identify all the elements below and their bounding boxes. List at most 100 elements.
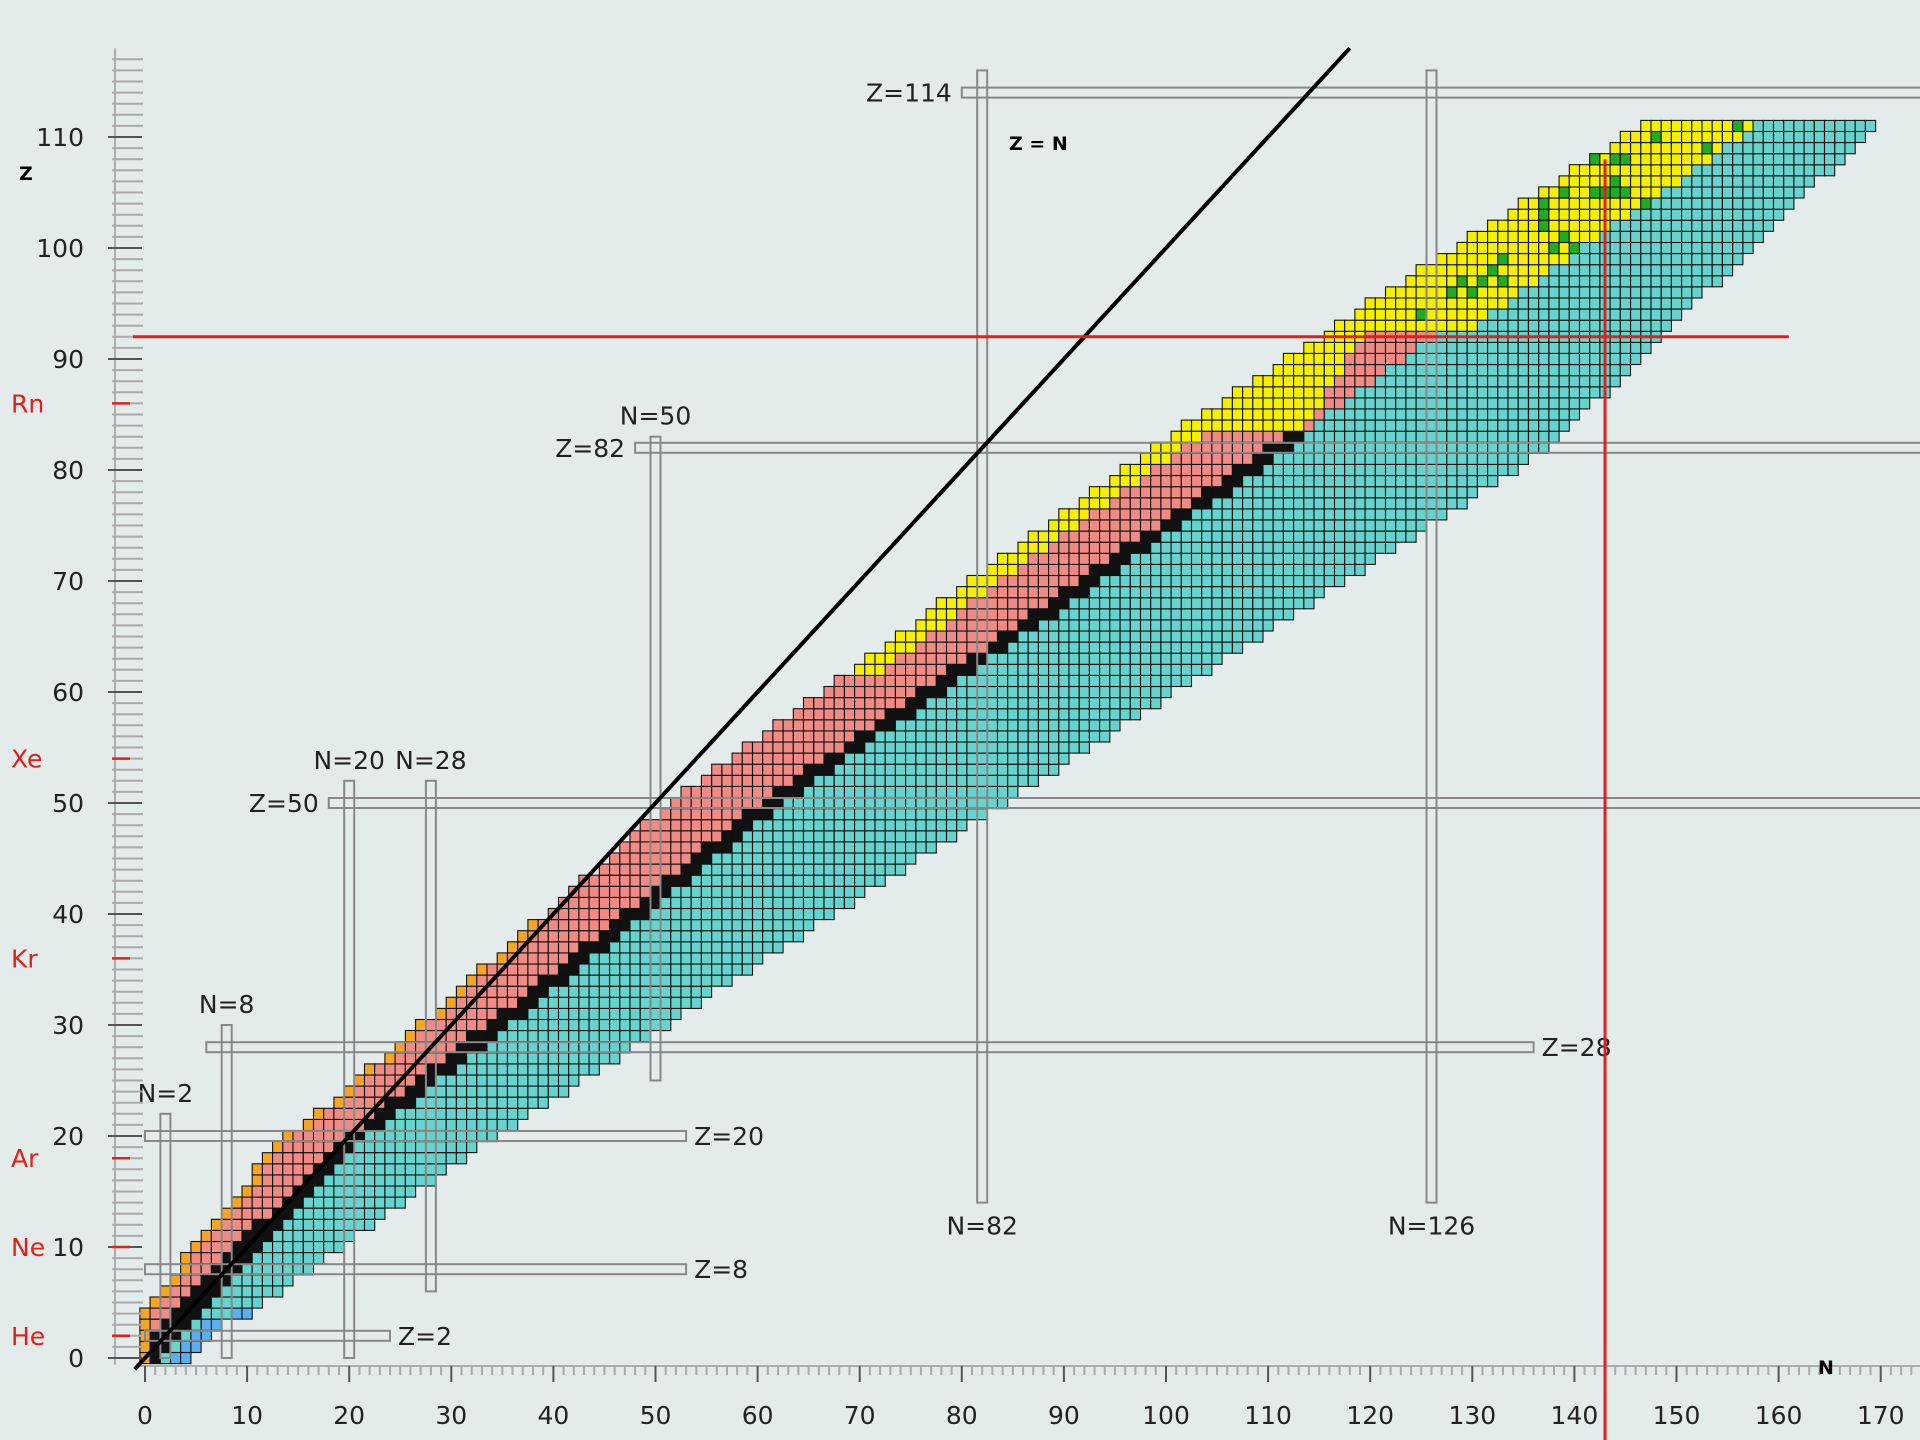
nuclide-cell (731, 819, 743, 832)
nuclide-cell (1844, 142, 1856, 155)
nuclide-cell (1487, 475, 1499, 488)
nuclide-cell (1242, 386, 1254, 399)
nuclide-cell (1456, 364, 1468, 377)
nuclide-cell (1395, 497, 1407, 510)
nuclide-cell (1783, 175, 1795, 188)
nuclide-cell (363, 1085, 376, 1098)
nuclide-cell (506, 1074, 519, 1087)
nuclide-cell (404, 1129, 417, 1143)
nuclide-cell (1201, 663, 1213, 676)
nuclide-cell (466, 1029, 478, 1043)
nuclide-cell (1772, 186, 1785, 199)
nuclide-cell (527, 1074, 539, 1087)
nuclide-cell (670, 996, 682, 1009)
nuclide-cell (1660, 175, 1672, 188)
nuclide-cell (1150, 552, 1162, 565)
nuclide-cell (169, 1274, 182, 1287)
nuclide-cell (1538, 275, 1550, 288)
nuclide-cell (711, 941, 723, 954)
nuclide-cell (649, 819, 662, 832)
nuclide-cell (1201, 574, 1213, 588)
nuclide-cell (1803, 175, 1815, 188)
nuclide-cell (1252, 563, 1264, 577)
nuclide-cell (1497, 230, 1509, 244)
nuclide-cell (1405, 364, 1417, 377)
nuclide-cell (1660, 153, 1672, 166)
nuclide-cell (813, 719, 825, 732)
nuclide-cell (762, 763, 774, 776)
nuclide-cell (353, 1218, 366, 1231)
nuclide-cell (1660, 119, 1672, 133)
nuclide-cell (1507, 397, 1519, 410)
nuclide-cell (1323, 530, 1336, 543)
nuclide-cell (1538, 341, 1550, 354)
nuclide-cell (996, 586, 1009, 599)
nuclide-cell (1201, 586, 1213, 599)
nuclide-cell (1793, 130, 1805, 144)
nuclide-cell (956, 808, 968, 821)
nuclide-cell (1507, 275, 1519, 288)
nuclide-cell (557, 907, 570, 921)
nuclide-cell (1293, 563, 1305, 577)
proton-magic-label: Z=82 (555, 434, 625, 463)
nuclide-cell (1589, 297, 1601, 310)
nuclide-cell (1293, 586, 1305, 599)
nuclide-cell (751, 919, 764, 932)
nuclide-cell (741, 774, 754, 787)
nuclide-cell (1180, 475, 1193, 488)
nuclide-cell (1099, 674, 1111, 688)
nuclide-cell (813, 763, 825, 776)
nuclide-cell (1466, 397, 1478, 410)
nuclide-cell (854, 852, 866, 865)
nuclide-cell (772, 874, 784, 887)
nuclide-cell (1691, 197, 1703, 210)
nuclide-cell (1129, 663, 1142, 676)
nuclide-cell (854, 863, 866, 876)
nuclide-cell (1619, 364, 1632, 377)
nuclide-cell (956, 663, 968, 676)
nuclide-cell (609, 896, 621, 910)
nuclide-cell (1670, 175, 1683, 188)
nuclide-cell (1231, 519, 1244, 532)
nuclide-cell (537, 1096, 549, 1109)
nuclide-cell (721, 919, 733, 932)
nuclide-cell (1088, 608, 1101, 621)
nuclide-cell (1354, 408, 1366, 421)
nuclide-cell (323, 1229, 335, 1243)
nuclide-cell (598, 919, 611, 932)
nuclide-cell (1568, 264, 1581, 277)
nuclide-cell (1333, 319, 1346, 332)
nuclide-cell (823, 885, 835, 898)
nuclide-cell (333, 1207, 345, 1220)
nuclide-cell (1538, 408, 1550, 421)
nuclide-cell (486, 1018, 498, 1032)
nuclide-cell (302, 1207, 315, 1220)
nuclide-cell (762, 896, 774, 910)
nuclide-cell (486, 1029, 498, 1043)
nuclide-cell (864, 852, 876, 865)
nuclide-cell (1262, 441, 1274, 454)
nuclide-cell (374, 1163, 386, 1176)
nuclide-cell (1282, 441, 1295, 454)
nuclide-cell (1497, 408, 1509, 421)
nuclide-cell (813, 896, 825, 910)
nuclide-cell (241, 1251, 253, 1265)
nuclide-cell (1619, 286, 1632, 299)
nuclide-cell (404, 1029, 417, 1043)
nuclide-cell (915, 641, 927, 654)
nuclide-cell (547, 919, 560, 932)
nuclide-cell (1415, 497, 1427, 510)
nuclide-cell (1374, 541, 1387, 554)
nuclide-cell (660, 930, 672, 943)
nuclide-cell (1711, 164, 1723, 177)
nuclide-cell (435, 1096, 447, 1109)
nuclide-cell (1201, 419, 1213, 432)
nuclide-cell (455, 1096, 468, 1109)
nuclide-cell (1517, 253, 1529, 266)
nuclide-cell (1303, 486, 1315, 499)
nuclide-cell (700, 885, 713, 898)
nuclide-cell (700, 941, 713, 954)
nuclide-cell (363, 1196, 376, 1209)
nuclide-cell (660, 885, 672, 898)
nuclide-cell (864, 830, 876, 843)
